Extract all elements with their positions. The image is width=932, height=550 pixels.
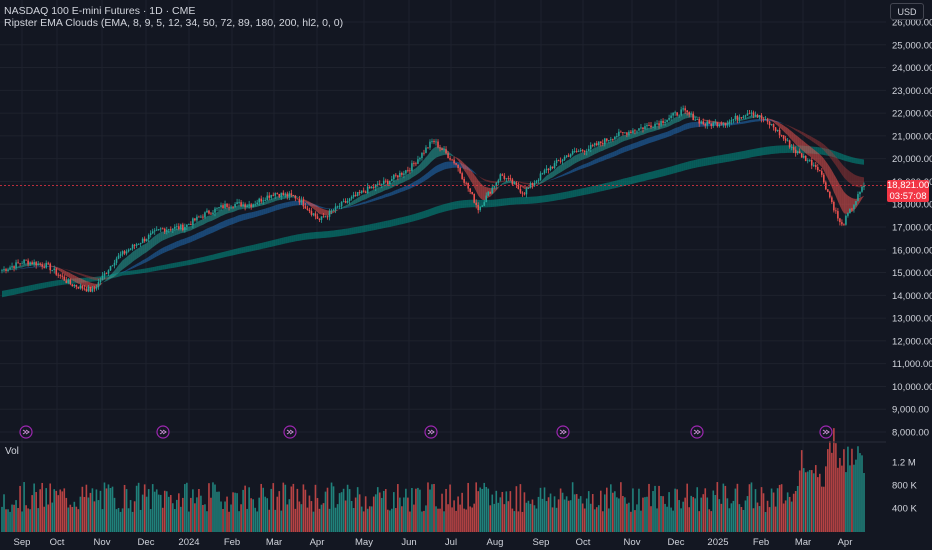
price-tick-label: 14,000.00 bbox=[892, 291, 932, 302]
price-tick-label: 8,000.00 bbox=[892, 428, 929, 439]
currency-button[interactable]: USD bbox=[890, 3, 924, 20]
volume-tick-label: 400 K bbox=[892, 504, 917, 515]
events-arrow-icon[interactable] bbox=[690, 425, 704, 439]
time-tick-label: Dec bbox=[668, 537, 685, 548]
price-tick-label: 21,000.00 bbox=[892, 131, 932, 142]
grid-lines bbox=[0, 0, 886, 532]
time-tick-label: May bbox=[355, 537, 373, 548]
price-tick-label: 26,000.00 bbox=[892, 18, 932, 29]
time-tick-label: Feb bbox=[753, 537, 769, 548]
price-tick-label: 22,000.00 bbox=[892, 109, 932, 120]
price-tick-label: 24,000.00 bbox=[892, 63, 932, 74]
price-tick-label: 23,000.00 bbox=[892, 86, 932, 97]
time-tick-label: 2025 bbox=[707, 537, 728, 548]
time-tick-label: Dec bbox=[138, 537, 155, 548]
price-tick-label: 17,000.00 bbox=[892, 223, 932, 234]
price-tick-label: 10,000.00 bbox=[892, 382, 932, 393]
volume-legend[interactable]: Vol bbox=[5, 446, 19, 457]
events-arrow-icon[interactable] bbox=[424, 425, 438, 439]
time-tick-label: 2024 bbox=[178, 537, 199, 548]
price-tick-label: 16,000.00 bbox=[892, 245, 932, 256]
volume-tick-label: 800 K bbox=[892, 481, 917, 492]
volume-bars bbox=[1, 428, 865, 532]
event-markers[interactable] bbox=[19, 425, 833, 439]
last-price-value: 18,821.00 bbox=[887, 180, 930, 191]
time-tick-label: Jun bbox=[401, 537, 416, 548]
time-tick-label: Mar bbox=[266, 537, 282, 548]
price-tick-label: 11,000.00 bbox=[892, 359, 932, 370]
events-arrow-icon[interactable] bbox=[283, 425, 297, 439]
last-price-tag: 18,821.00 03:57:08 bbox=[887, 180, 929, 202]
time-tick-label: Apr bbox=[838, 537, 853, 548]
events-arrow-icon[interactable] bbox=[156, 425, 170, 439]
indicator-legend[interactable]: Ripster EMA Clouds (EMA, 8, 9, 5, 12, 34… bbox=[4, 17, 344, 29]
price-tick-label: 18,000.00 bbox=[892, 200, 932, 211]
candles bbox=[1, 105, 865, 293]
time-tick-label: Oct bbox=[576, 537, 591, 548]
price-tick-label: 25,000.00 bbox=[892, 40, 932, 51]
volume-axis: 1.2 M 800 K 400 K bbox=[892, 458, 917, 515]
time-tick-label: Nov bbox=[624, 537, 641, 548]
price-tick-label: 20,000.00 bbox=[892, 154, 932, 165]
price-tick-label: 9,000.00 bbox=[892, 405, 929, 416]
time-tick-label: Nov bbox=[94, 537, 111, 548]
time-axis[interactable]: Sep Oct Nov Dec 2024 Feb Mar Apr May Jun Jul Aug Sep… bbox=[14, 537, 853, 548]
symbol-title[interactable]: NASDAQ 100 E-mini Futures · 1D · CME bbox=[4, 5, 196, 17]
price-tick-label: 15,000.00 bbox=[892, 268, 932, 279]
time-tick-label: Oct bbox=[50, 537, 65, 548]
volume-tick-label: 1.2 M bbox=[892, 458, 916, 469]
time-tick-label: Feb bbox=[224, 537, 240, 548]
time-tick-label: Sep bbox=[533, 537, 550, 548]
time-tick-label: Aug bbox=[487, 537, 504, 548]
time-tick-label: Mar bbox=[795, 537, 811, 548]
countdown-timer: 03:57:08 bbox=[889, 191, 927, 202]
time-tick-label: Apr bbox=[310, 537, 325, 548]
events-arrow-icon[interactable] bbox=[819, 425, 833, 439]
time-tick-label: Jul bbox=[445, 537, 457, 548]
time-tick-label: Sep bbox=[14, 537, 31, 548]
price-tick-label: 12,000.00 bbox=[892, 336, 932, 347]
events-arrow-icon[interactable] bbox=[19, 425, 33, 439]
events-arrow-icon[interactable] bbox=[556, 425, 570, 439]
price-tick-label: 13,000.00 bbox=[892, 314, 932, 325]
